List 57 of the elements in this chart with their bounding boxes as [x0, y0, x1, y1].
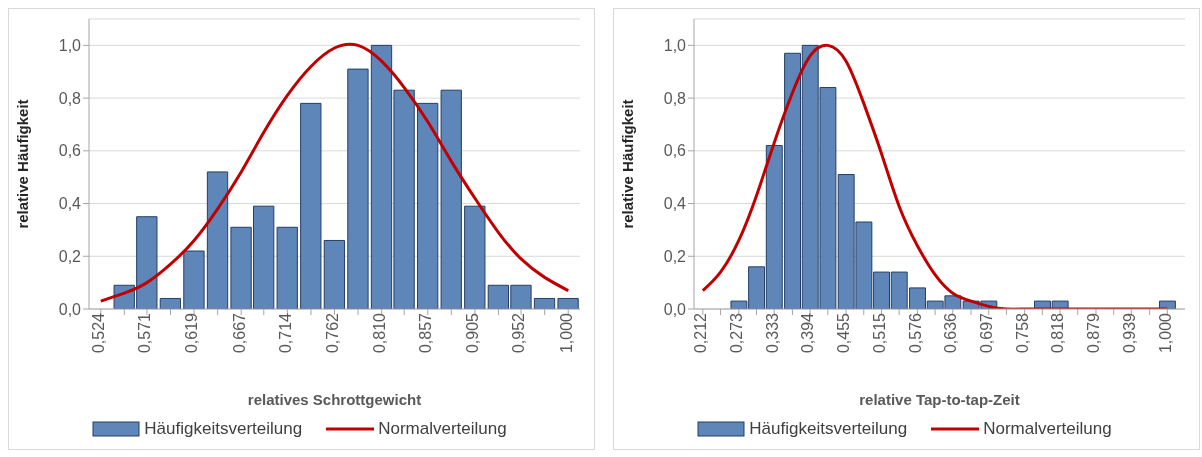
x-tick-label: 0,524: [90, 312, 108, 354]
y-tick-label: 0,6: [58, 142, 82, 160]
y-tick-label: 0,2: [58, 247, 82, 265]
y-tick-label: 1,0: [663, 37, 687, 55]
x-tick-label: 0,952: [510, 312, 528, 354]
x-tick-label: 0,394: [799, 312, 817, 354]
bar: [300, 102, 322, 309]
bar: [323, 239, 346, 309]
y-tick-label: 0,8: [663, 89, 687, 107]
y-tick-label: 0,8: [58, 89, 82, 107]
x-tick-label: 0,619: [183, 312, 201, 354]
x-tick-label: 0,697: [978, 312, 996, 354]
x-tick-label: 0,273: [728, 312, 746, 354]
legend-label: Häufigkeitsverteilung: [143, 419, 303, 439]
x-tick-label: 0,212: [692, 312, 710, 354]
bar: [183, 250, 205, 309]
y-axis-title: relative Häufigkeit: [14, 99, 32, 229]
legend-label: Normalverteilung: [377, 419, 507, 439]
bar: [557, 297, 579, 309]
y-tick-label: 1,0: [58, 37, 82, 55]
x-tick-label: 0,879: [1085, 312, 1103, 354]
x-tick-label: 1,000: [557, 312, 575, 354]
x-tick-label: 0,455: [835, 312, 853, 354]
x-tick-label: 0,667: [230, 312, 248, 354]
x-tick-label: 0,810: [371, 312, 388, 354]
x-tick-label: 1,000: [1156, 312, 1174, 354]
bar: [440, 89, 462, 309]
x-tick-label: 0,576: [906, 312, 924, 354]
x-tick-label: 0,762: [323, 312, 341, 354]
y-tick-label: 0,0: [663, 300, 687, 318]
y-axis-title: relative Häufigkeit: [619, 99, 637, 229]
x-tick-label: 0,857: [417, 312, 435, 354]
x-tick-label: 0,333: [763, 312, 781, 354]
y-tick-label: 0,4: [663, 195, 687, 213]
line-series: [99, 42, 570, 303]
x-tick-label: 0,571: [136, 312, 154, 354]
x-axis-title: relative Tap-to-tap-Zeit: [859, 391, 1020, 408]
bar: [1158, 300, 1176, 309]
x-axis-title: relatives Schrottgewicht: [247, 391, 422, 408]
x-tick-label: 0,714: [276, 312, 294, 354]
y-tick-label: 0,0: [58, 300, 82, 318]
x-tick-label: 0,939: [1120, 312, 1138, 354]
bar: [206, 171, 229, 309]
bar: [417, 102, 439, 309]
legend-label: Normalverteilung: [982, 419, 1112, 439]
y-tick-label: 0,2: [663, 247, 687, 265]
x-tick-label: 0,818: [1049, 312, 1067, 354]
bar: [276, 226, 298, 309]
x-tick-label: 0,905: [464, 312, 482, 354]
x-tick-label: 0,636: [942, 312, 960, 354]
legend-label: Häufigkeitsverteilung: [748, 419, 908, 439]
bar: [347, 68, 369, 309]
bar: [464, 205, 486, 309]
y-tick-label: 0,6: [663, 142, 687, 160]
x-tick-label: 0,515: [870, 312, 888, 354]
x-tick-label: 0,758: [1014, 312, 1032, 354]
y-tick-label: 0,4: [58, 195, 82, 213]
